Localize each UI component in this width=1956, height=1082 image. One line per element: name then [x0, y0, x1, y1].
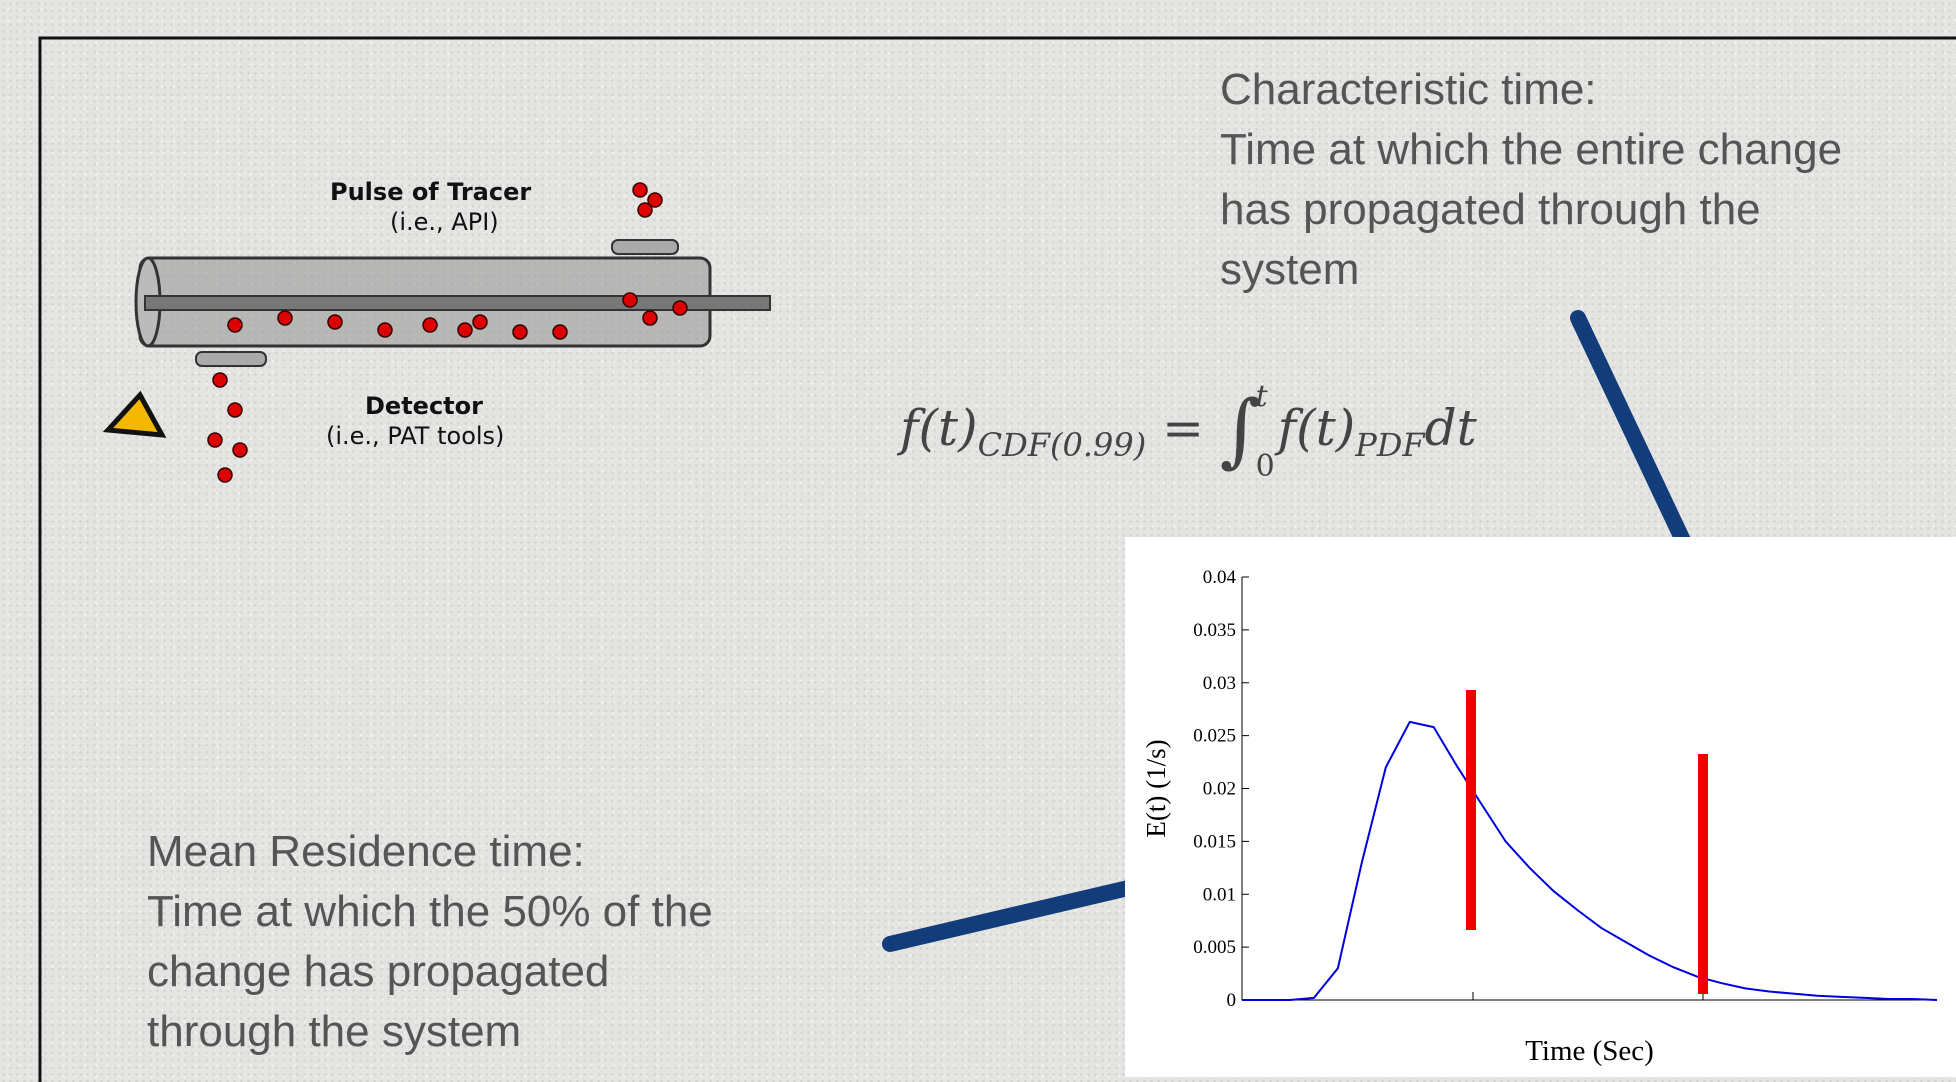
chart-panel — [1125, 537, 1956, 1077]
integrand-sub: PDF — [1355, 426, 1425, 464]
detector-label: Detector — [365, 392, 483, 420]
line: through the system — [147, 1007, 522, 1056]
line: Time at which the entire change — [1220, 125, 1843, 174]
y-axis-label: E(t) (1/s) — [1141, 739, 1171, 837]
formula: f(t)CDF(0.99) = ∫ t 0 f(t)PDFdt — [900, 362, 1477, 502]
frame — [38, 36, 1956, 1082]
formula-eq: = — [1162, 399, 1204, 457]
y-tick-label: 0.005 — [1193, 937, 1236, 958]
y-tick-label: 0.035 — [1193, 620, 1236, 641]
upper: t — [1255, 379, 1268, 414]
y-tick-label: 0.025 — [1193, 726, 1236, 747]
integrand: f(t) — [1277, 399, 1356, 457]
line: system — [1220, 245, 1360, 294]
pulse-note: (i.e., API) — [390, 208, 499, 236]
inlet — [611, 239, 679, 255]
line: Time at which the 50% of the — [147, 887, 713, 936]
x-axis-label: Time (Sec) — [1525, 1035, 1654, 1067]
shaft — [144, 295, 771, 311]
outlet — [195, 351, 267, 367]
heading: Characteristic time: — [1220, 65, 1597, 114]
heading: Mean Residence time: — [147, 827, 585, 876]
characteristic-text: Characteristic time: Time at which the e… — [1220, 60, 1842, 300]
lower: 0 — [1255, 449, 1275, 484]
tracer — [207, 182, 688, 483]
y-tick-label: 0.01 — [1203, 884, 1236, 905]
mixer — [102, 182, 771, 483]
marker-mean — [1466, 690, 1476, 930]
pulse-label: Pulse of Tracer — [330, 178, 532, 206]
chart: 0 0.005 0.01 0.015 0.02 0.025 0.03 0.035 0.04 E(t… — [1141, 567, 1938, 1067]
integral: ∫ — [1219, 383, 1262, 476]
formula-lhs: f(t) — [900, 399, 978, 457]
line: has propagated through the — [1220, 185, 1761, 234]
line: change has propagated — [147, 947, 610, 996]
formula-sub: CDF(0.99) — [977, 426, 1147, 464]
detector-note: (i.e., PAT tools) — [326, 422, 505, 450]
y-tick-label: 0 — [1227, 990, 1237, 1011]
marker-characteristic — [1698, 754, 1708, 994]
y-tick-label: 0.03 — [1203, 673, 1236, 694]
mean-text: Mean Residence time: Time at which the 5… — [147, 822, 713, 1062]
y-tick-label: 0.015 — [1193, 831, 1236, 852]
y-tick-label: 0.02 — [1203, 779, 1236, 800]
y-tick-label: 0.04 — [1203, 567, 1237, 588]
detector-icon — [102, 390, 167, 438]
differential: dt — [1424, 399, 1477, 457]
line — [1242, 720, 1938, 1001]
